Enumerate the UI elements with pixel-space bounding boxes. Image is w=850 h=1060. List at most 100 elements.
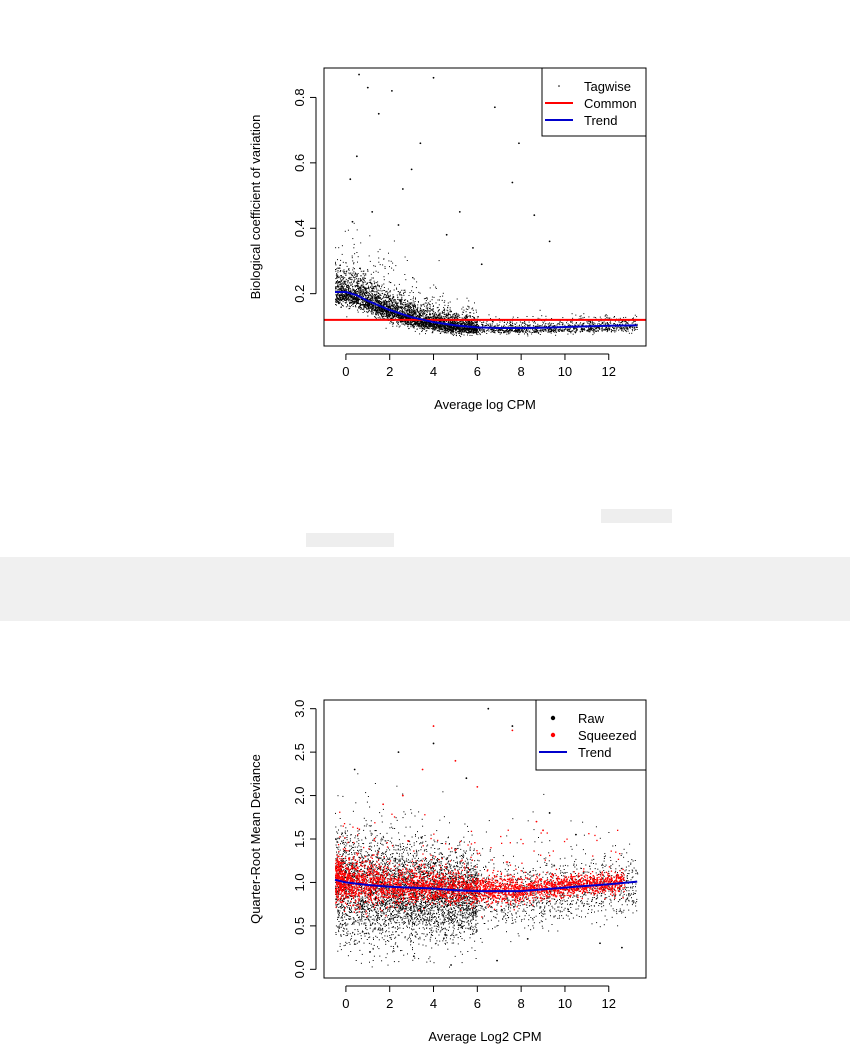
- data-point: [542, 829, 544, 832]
- trend-line: [335, 291, 638, 329]
- plot-frame: [323, 67, 647, 347]
- trend-line: [334, 878, 638, 893]
- data-point: [358, 73, 360, 76]
- data-point: [496, 959, 498, 962]
- data-point: [511, 729, 514, 732]
- data-point: [548, 812, 551, 814]
- x-tick-label: 12: [602, 364, 616, 379]
- x-tick-label: 10: [558, 996, 572, 1011]
- x-tick-label: 2: [386, 364, 393, 379]
- data-point: [465, 777, 468, 780]
- data-point: [458, 211, 461, 213]
- data-point: [454, 759, 457, 762]
- data-point: [401, 188, 404, 190]
- x-tick-label: 8: [518, 996, 525, 1011]
- legend: Tagwise Common Trend: [541, 67, 647, 137]
- data-point: [412, 955, 415, 958]
- data-point: [391, 89, 393, 92]
- qldisp-plot-svg: 0 2 4 6 8 10 12 Average Log2 CPM 0.0 0.5 1.0 1.5 2.0…: [248, 699, 647, 1044]
- y-tick-label: 2.0: [292, 787, 307, 805]
- y-axis-label: Biological coefficient of variation: [250, 115, 263, 300]
- y-tick-label: 3.0: [292, 700, 307, 718]
- data-point: [575, 833, 577, 836]
- inline-code-snippet: [306, 533, 394, 547]
- data-point: [382, 803, 385, 806]
- y-tick-label: 1.0: [292, 873, 307, 891]
- y-tick-label: 0.4: [292, 219, 307, 237]
- data-point: [397, 224, 400, 226]
- legend-label: Trend: [584, 113, 617, 128]
- y-tick-label: 0.2: [292, 285, 307, 303]
- inline-code-snippet: [601, 509, 672, 523]
- scatter-cloud-squeezed: [335, 811, 626, 918]
- x-axis-label: Average log CPM: [434, 397, 536, 412]
- legend-label: Trend: [578, 745, 611, 760]
- data-point: [548, 240, 551, 243]
- data-point: [432, 742, 435, 745]
- data-point: [511, 725, 514, 727]
- x-tick-label: 6: [474, 996, 481, 1011]
- data-point: [476, 785, 479, 788]
- data-point: [371, 211, 374, 213]
- y-tick-label: 0.6: [292, 154, 307, 172]
- data-point: [599, 942, 601, 945]
- x-tick-label: 0: [342, 996, 349, 1011]
- qldisp-plot: 0 2 4 6 8 10 12 Average Log2 CPM 0.0 0.5 1.0 1.5 2.0…: [248, 680, 650, 1055]
- data-point: [445, 233, 448, 236]
- x-tick-label: 4: [430, 996, 437, 1011]
- data-point: [353, 768, 356, 771]
- data-point: [369, 951, 371, 953]
- plot-frame: [323, 699, 647, 979]
- y-tick-label: 0.5: [292, 917, 307, 935]
- y-axis-label: Quarter-Root Mean Deviance: [250, 754, 263, 924]
- series-tagwise: [349, 73, 551, 266]
- data-point: [401, 794, 404, 797]
- data-point: [432, 725, 435, 727]
- x-tick-label: 8: [518, 364, 525, 379]
- legend-symbol: [550, 732, 556, 738]
- data-point: [480, 263, 483, 266]
- bcv-plot-svg: 0 2 4 6 8 10 12 Average log CPM 0.2 0.4 0.6 0.8 Biol…: [248, 67, 647, 412]
- y-tick-label: 0.0: [292, 960, 307, 978]
- data-point: [377, 112, 380, 115]
- legend: Raw Squeezed Trend: [535, 699, 647, 771]
- data-point: [349, 178, 352, 181]
- data-point: [450, 964, 452, 966]
- series-raw: [353, 707, 623, 966]
- data-point: [518, 142, 520, 145]
- data-point: [535, 820, 538, 823]
- data-point: [533, 214, 536, 217]
- data-point: [366, 86, 369, 89]
- y-tick-label: 2.5: [292, 743, 307, 761]
- x-tick-label: 10: [558, 364, 572, 379]
- x-axis-label: Average Log2 CPM: [428, 1029, 541, 1044]
- data-point: [432, 76, 435, 79]
- legend-label: Tagwise: [584, 79, 631, 94]
- data-point: [472, 246, 474, 249]
- legend-label: Raw: [578, 711, 605, 726]
- legend-label: Common: [584, 96, 637, 111]
- x-tick-label: 6: [474, 364, 481, 379]
- data-point: [511, 181, 514, 184]
- x-tick-label: 2: [386, 996, 393, 1011]
- x-tick-label: 12: [602, 996, 616, 1011]
- data-point: [419, 142, 422, 145]
- bcv-plot: 0 2 4 6 8 10 12 Average log CPM 0.2 0.4 0.6 0.8 Biol…: [248, 45, 650, 423]
- legend-symbol: [558, 85, 560, 87]
- data-point: [410, 168, 413, 171]
- data-point: [351, 220, 354, 223]
- scatter-cloud: [335, 773, 639, 968]
- data-point: [493, 106, 496, 109]
- code-block: [0, 557, 850, 621]
- data-point: [487, 707, 490, 710]
- y-tick-label: 0.8: [292, 88, 307, 106]
- data-point: [355, 155, 358, 158]
- legend-symbol: [550, 715, 556, 721]
- data-point: [397, 751, 400, 754]
- legend-label: Squeezed: [578, 728, 637, 743]
- x-tick-label: 4: [430, 364, 437, 379]
- x-tick-label: 0: [342, 364, 349, 379]
- data-point: [621, 946, 623, 949]
- data-point: [526, 938, 529, 940]
- y-tick-label: 1.5: [292, 830, 307, 848]
